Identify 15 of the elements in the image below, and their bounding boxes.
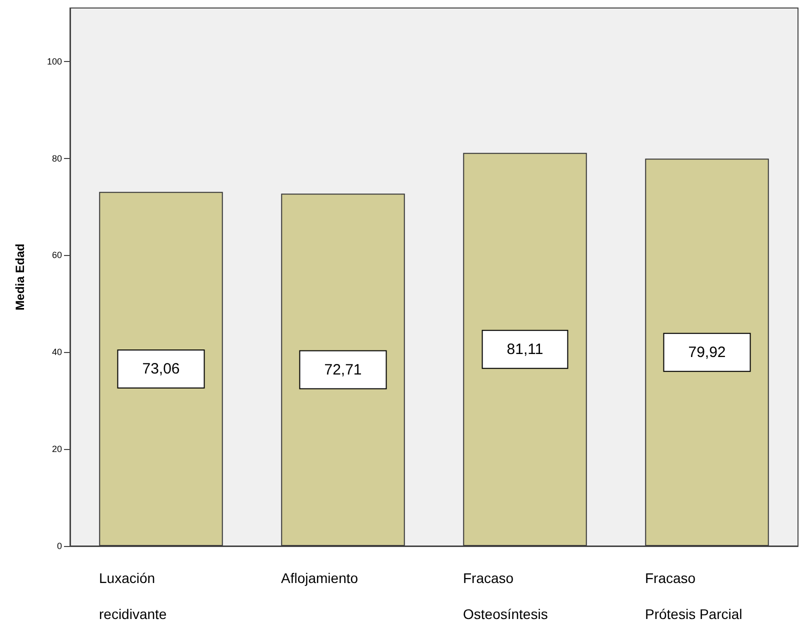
y-tick-label: 100 <box>46 56 62 66</box>
data-label: 81,11 <box>506 340 544 358</box>
y-tick-label: 80 <box>52 153 62 164</box>
data-label: 73,06 <box>142 360 180 378</box>
y-tick-label: 20 <box>52 444 62 454</box>
category-label: Luxación recidivante <box>99 570 167 622</box>
data-label: 79,92 <box>688 344 726 361</box>
y-tick-label: 60 <box>52 250 62 260</box>
y-tick-label: 40 <box>52 347 62 358</box>
x-tick-label: Aflojamiento <box>281 570 358 586</box>
category-label: Fracaso Osteosíntesis <box>463 570 548 622</box>
data-label: 72,71 <box>324 361 362 378</box>
y-axis-title: Media Edad <box>13 244 27 310</box>
y-tick-label: 0 <box>56 541 62 551</box>
category-label: Fracaso Prótesis Parcial <box>645 570 742 622</box>
